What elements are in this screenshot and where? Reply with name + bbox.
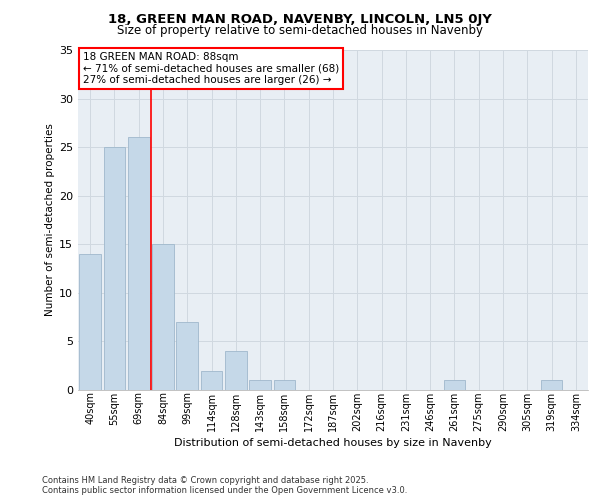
Bar	[176, 322, 198, 390]
Bar	[128, 138, 149, 390]
Bar	[541, 380, 562, 390]
Bar	[225, 351, 247, 390]
X-axis label: Distribution of semi-detached houses by size in Navenby: Distribution of semi-detached houses by …	[174, 438, 492, 448]
Bar	[152, 244, 174, 390]
Text: 18 GREEN MAN ROAD: 88sqm
← 71% of semi-detached houses are smaller (68)
27% of s: 18 GREEN MAN ROAD: 88sqm ← 71% of semi-d…	[83, 52, 340, 85]
Text: Size of property relative to semi-detached houses in Navenby: Size of property relative to semi-detach…	[117, 24, 483, 37]
Bar	[274, 380, 295, 390]
Bar	[249, 380, 271, 390]
Bar	[79, 254, 101, 390]
Y-axis label: Number of semi-detached properties: Number of semi-detached properties	[45, 124, 55, 316]
Text: 18, GREEN MAN ROAD, NAVENBY, LINCOLN, LN5 0JY: 18, GREEN MAN ROAD, NAVENBY, LINCOLN, LN…	[108, 12, 492, 26]
Bar	[443, 380, 466, 390]
Bar	[200, 370, 223, 390]
Text: Contains HM Land Registry data © Crown copyright and database right 2025.
Contai: Contains HM Land Registry data © Crown c…	[42, 476, 407, 495]
Bar	[104, 147, 125, 390]
